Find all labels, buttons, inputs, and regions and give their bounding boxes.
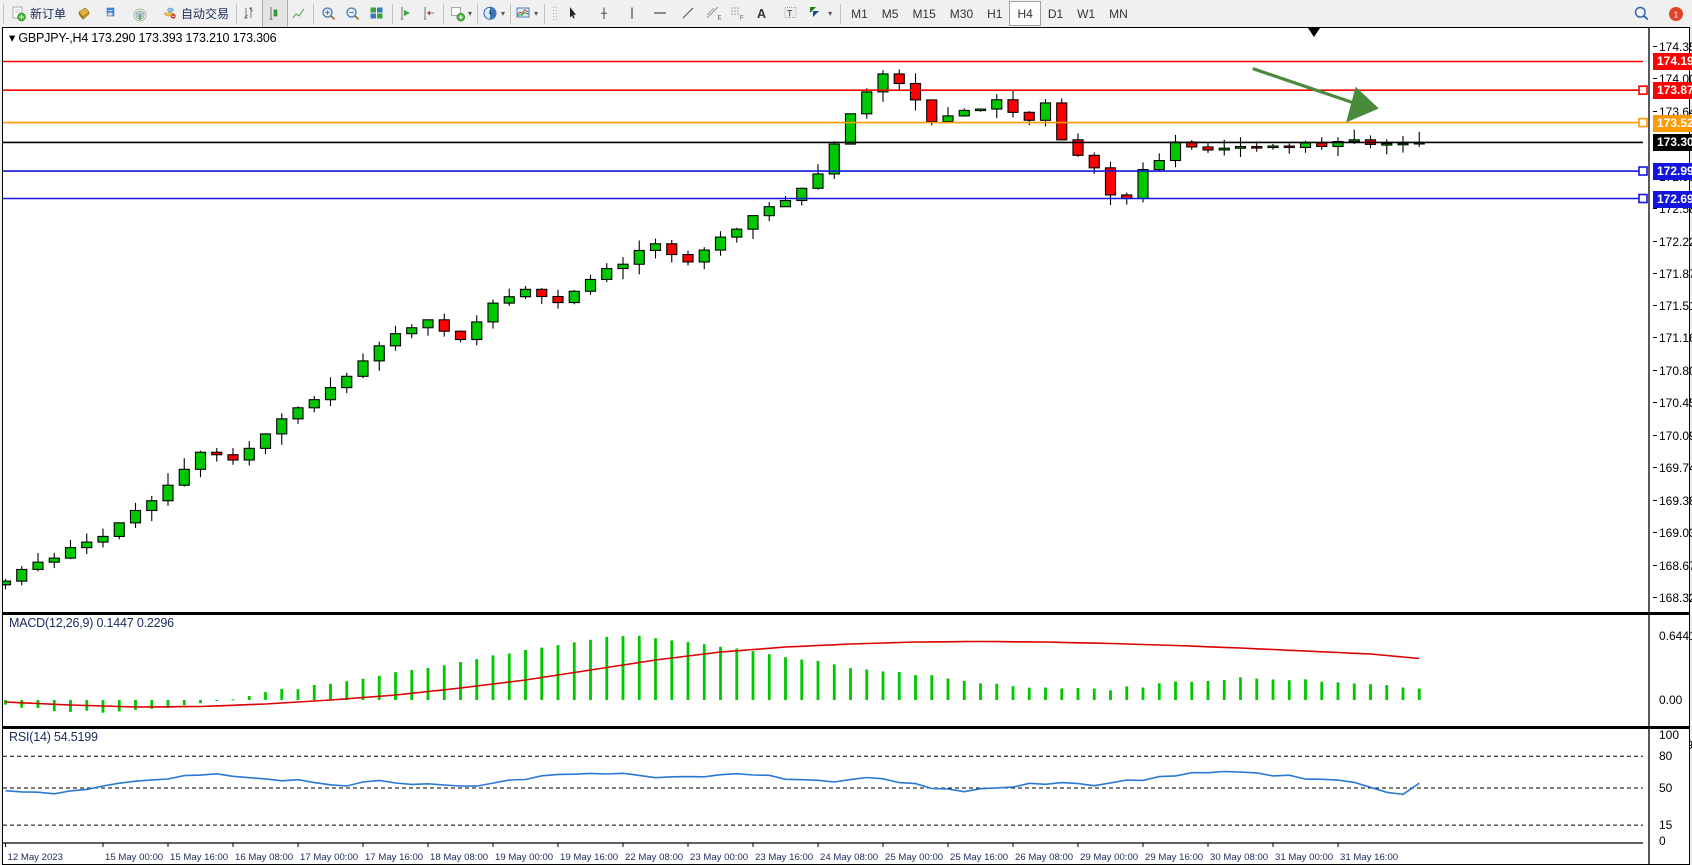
svg-text:19 May 00:00: 19 May 00:00 [495,852,553,863]
svg-text:15 May 16:00: 15 May 16:00 [170,852,228,863]
svg-text:26 May 08:00: 26 May 08:00 [1015,852,1073,863]
svg-text:12 May 2023: 12 May 2023 [8,852,63,863]
svg-text:19 May 16:00: 19 May 16:00 [560,852,618,863]
svg-text:T: T [787,8,793,18]
svg-text:31 May 16:00: 31 May 16:00 [1340,852,1398,863]
svg-text:25 May 16:00: 25 May 16:00 [950,852,1008,863]
svg-text:25 May 00:00: 25 May 00:00 [885,852,943,863]
svg-text:30 May 08:00: 30 May 08:00 [1210,852,1268,863]
svg-text:17 May 16:00: 17 May 16:00 [365,852,423,863]
svg-text:E: E [718,15,722,21]
svg-text:18 May 08:00: 18 May 08:00 [430,852,488,863]
svg-text:15 May 00:00: 15 May 00:00 [105,852,163,863]
svg-text:31 May 00:00: 31 May 00:00 [1275,852,1333,863]
svg-text:A: A [757,7,766,21]
svg-text:23 May 16:00: 23 May 16:00 [755,852,813,863]
svg-text:22 May 08:00: 22 May 08:00 [625,852,683,863]
svg-text:1: 1 [1674,9,1679,19]
svg-text:24 May 08:00: 24 May 08:00 [820,852,878,863]
svg-text:16 May 08:00: 16 May 08:00 [235,852,293,863]
svg-text:F: F [740,15,744,21]
svg-text:17 May 00:00: 17 May 00:00 [300,852,358,863]
svg-text:29 May 16:00: 29 May 16:00 [1145,852,1203,863]
svg-text:29 May 00:00: 29 May 00:00 [1080,852,1138,863]
svg-text:23 May 00:00: 23 May 00:00 [690,852,748,863]
